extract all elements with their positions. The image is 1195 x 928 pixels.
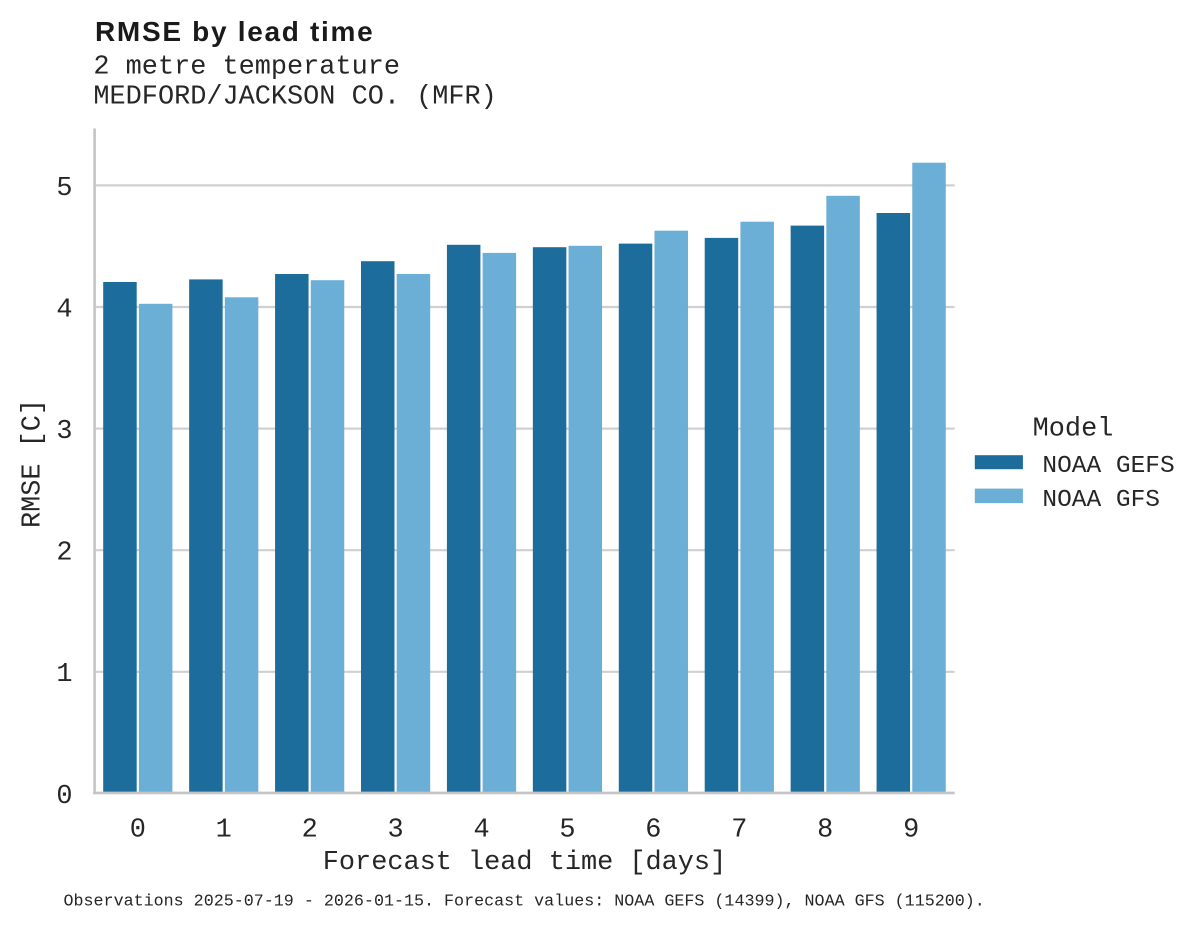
- svg-text:5: 5: [559, 815, 575, 845]
- svg-text:0: 0: [130, 815, 146, 845]
- svg-text:MEDFORD/JACKSON CO. (MFR): MEDFORD/JACKSON CO. (MFR): [93, 82, 496, 112]
- svg-text:Forecast lead time [days]: Forecast lead time [days]: [323, 848, 726, 878]
- svg-text:NOAA GEFS: NOAA GEFS: [1042, 453, 1174, 480]
- svg-text:3: 3: [56, 417, 72, 447]
- svg-text:8: 8: [817, 815, 833, 845]
- svg-text:2 metre temperature: 2 metre temperature: [93, 53, 400, 83]
- svg-text:Observations 2025-07-19 - 2026: Observations 2025-07-19 - 2026-01-15. Fo…: [64, 893, 985, 912]
- svg-text:Model: Model: [1033, 415, 1114, 445]
- svg-text:9: 9: [903, 815, 919, 845]
- svg-text:5: 5: [56, 174, 72, 204]
- svg-text:2: 2: [302, 815, 318, 845]
- svg-text:6: 6: [645, 815, 661, 845]
- svg-text:RMSE [C]: RMSE [C]: [19, 399, 49, 528]
- svg-text:3: 3: [388, 815, 404, 845]
- svg-text:RMSE by lead time: RMSE by lead time: [95, 16, 374, 47]
- svg-text:7: 7: [731, 815, 747, 845]
- svg-text:4: 4: [473, 815, 489, 845]
- svg-text:NOAA GFS: NOAA GFS: [1042, 487, 1160, 514]
- svg-text:1: 1: [216, 815, 232, 845]
- svg-text:0: 0: [56, 782, 72, 812]
- svg-text:4: 4: [56, 295, 72, 325]
- svg-text:1: 1: [56, 660, 72, 690]
- svg-text:2: 2: [56, 539, 72, 569]
